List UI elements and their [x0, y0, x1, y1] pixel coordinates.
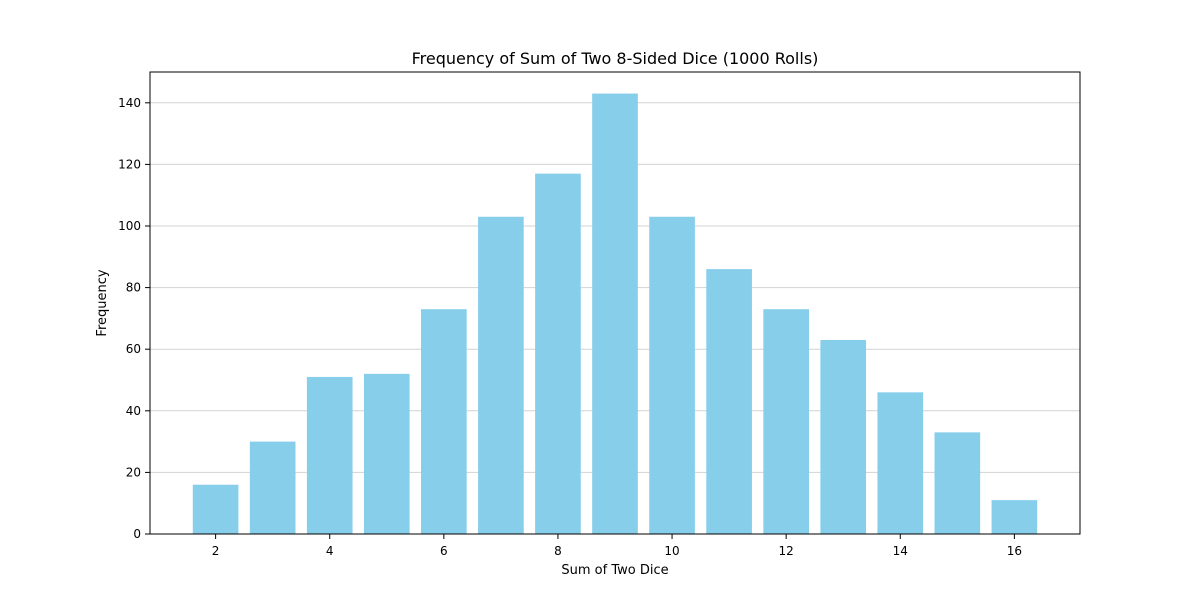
x-axis-ticks: 2 4 6 8 10 12 14 16	[212, 534, 1022, 558]
y-tick-label: 60	[126, 342, 141, 356]
y-tick-label: 40	[126, 404, 141, 418]
bar-5	[363, 373, 410, 534]
bar-16	[991, 500, 1038, 534]
x-tick-label: 6	[440, 544, 448, 558]
bar-13	[820, 339, 867, 534]
x-tick-label: 8	[554, 544, 562, 558]
bar-7	[478, 216, 524, 534]
y-axis-ticks: 0 20 40 60 80 100 120 140	[118, 96, 150, 541]
chart-title: Frequency of Sum of Two 8-Sided Dice (10…	[412, 49, 819, 68]
y-tick-label: 0	[133, 527, 141, 541]
bar-3	[249, 441, 296, 534]
bar-14	[877, 392, 924, 534]
x-tick-label: 12	[779, 544, 794, 558]
x-tick-label: 16	[1007, 544, 1022, 558]
bar-10	[649, 216, 695, 534]
x-tick-label: 4	[326, 544, 334, 558]
x-tick-label: 2	[212, 544, 220, 558]
bar-6	[421, 309, 467, 534]
bar-8	[535, 173, 581, 534]
bars	[192, 93, 1038, 534]
bar-4	[306, 376, 353, 534]
bar-11	[706, 269, 752, 534]
y-tick-label: 100	[118, 219, 141, 233]
bar-12	[763, 309, 809, 534]
y-axis-label: Frequency	[95, 269, 110, 336]
plot-frame	[149, 71, 1081, 535]
y-tick-label: 20	[126, 465, 141, 479]
x-axis-label: Sum of Two Dice	[561, 563, 668, 578]
bar-2	[192, 484, 239, 534]
y-tick-label: 140	[118, 96, 141, 110]
bar-15	[934, 432, 981, 534]
bar-9	[592, 93, 638, 534]
y-tick-label: 120	[118, 157, 141, 171]
x-tick-label: 10	[664, 544, 679, 558]
x-tick-label: 14	[893, 544, 908, 558]
y-tick-label: 80	[126, 281, 141, 295]
